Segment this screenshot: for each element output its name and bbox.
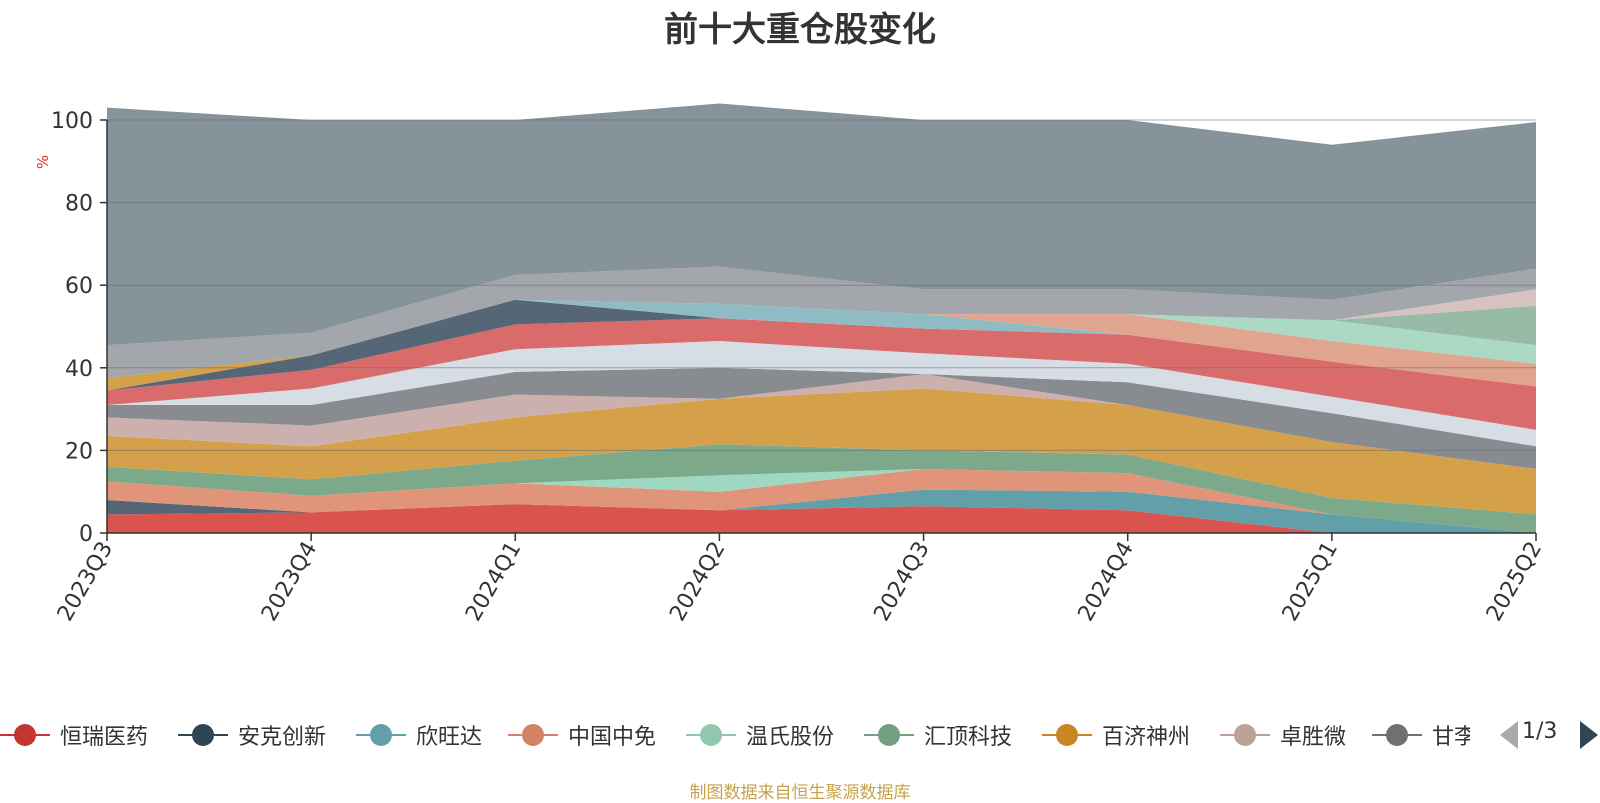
legend-marker-icon <box>1220 723 1270 747</box>
area-series-6 <box>107 388 1536 515</box>
x-tick-label: 2023Q3 <box>53 538 118 626</box>
legend-page-indicator: 1/3 <box>1522 719 1558 744</box>
legend-marker-icon <box>1372 723 1422 747</box>
legend-marker-icon <box>0 723 50 747</box>
legend-label: 卓胜微 <box>1280 725 1347 750</box>
legend-item[interactable]: 中国中免 <box>508 715 656 755</box>
legend-marker-icon <box>508 723 558 747</box>
stacked-area-chart: 0 20 40 60 80 100% 2023Q3 2023Q4 2024Q1 2024Q2 202… <box>34 103 1547 626</box>
legend-pager: 1/3 <box>1500 715 1600 755</box>
legend-next-page-icon[interactable] <box>1580 721 1598 749</box>
legend-label: 中国中免 <box>568 725 657 750</box>
legend-item[interactable]: 温氏股份 <box>686 715 834 755</box>
legend-marker-icon <box>686 723 736 747</box>
legend-item[interactable]: 安克创新 <box>178 715 326 755</box>
x-tick-label: 2024Q4 <box>1074 538 1139 626</box>
legend-label: 汇顶科技 <box>924 725 1013 750</box>
legend-label: 温氏股份 <box>746 725 835 750</box>
area-series-10 <box>107 318 1536 430</box>
legend-marker-icon <box>178 723 228 747</box>
y-axis-label: % <box>34 155 52 169</box>
x-tick-label: 2024Q1 <box>461 538 526 626</box>
legend-label: 欣旺达 <box>416 725 483 750</box>
y-tick-label: 60 <box>65 274 93 299</box>
y-tick-label: 40 <box>65 357 93 382</box>
area-series-14 <box>107 299 1536 387</box>
area-series-0 <box>107 504 1536 533</box>
legend-item[interactable]: 恒瑞医药 <box>0 715 148 755</box>
x-tick-label: 2025Q2 <box>1482 538 1547 626</box>
legend-label: 百济神州 <box>1102 725 1191 750</box>
legend-label: 甘李药业 <box>1432 725 1470 750</box>
chart-title: 前十大重仓股变化 <box>664 10 936 50</box>
area-series-13 <box>107 299 1536 387</box>
y-tick-label: 80 <box>65 192 93 217</box>
legend-item[interactable]: 欣旺达 <box>356 715 482 755</box>
data-source-note: 制图数据来自恒生聚源数据库 <box>689 783 911 803</box>
area-series-2 <box>107 489 1536 533</box>
legend-marker-icon <box>356 723 406 747</box>
area-series-5 <box>107 444 1536 533</box>
area-series-18 <box>107 266 1536 379</box>
y-tick-label: 0 <box>79 522 93 547</box>
area-series-7 <box>107 374 1536 469</box>
area-series-8 <box>107 367 1536 469</box>
legend-item[interactable]: 卓胜微 <box>1220 715 1346 755</box>
x-tick-label: 2024Q2 <box>665 538 730 626</box>
y-tick-label: 20 <box>65 439 93 464</box>
area-series-3 <box>107 469 1536 533</box>
legend-item[interactable]: 汇顶科技 <box>864 715 1012 755</box>
legend-label: 恒瑞医药 <box>60 725 149 750</box>
legend-marker-icon <box>864 723 914 747</box>
legend-label: 安克创新 <box>238 725 327 750</box>
chart-legend: 恒瑞医药 安克创新 欣旺达 中国中免 温氏股份 汇顶科技 百济神州 卓胜微 甘李药业 <box>0 715 1470 755</box>
legend-item[interactable]: 百济神州 <box>1042 715 1190 755</box>
legend-prev-page-icon[interactable] <box>1500 721 1518 749</box>
area-series-15 <box>107 299 1536 379</box>
legend-item[interactable]: 甘李药业 <box>1372 715 1470 755</box>
area-series-11 <box>107 299 1536 391</box>
x-tick-label: 2023Q4 <box>257 538 322 626</box>
x-tick-label: 2024Q3 <box>869 538 934 626</box>
y-tick-label: 100 <box>51 109 93 134</box>
legend-marker-icon <box>1042 723 1092 747</box>
x-tick-label: 2025Q1 <box>1278 538 1343 626</box>
